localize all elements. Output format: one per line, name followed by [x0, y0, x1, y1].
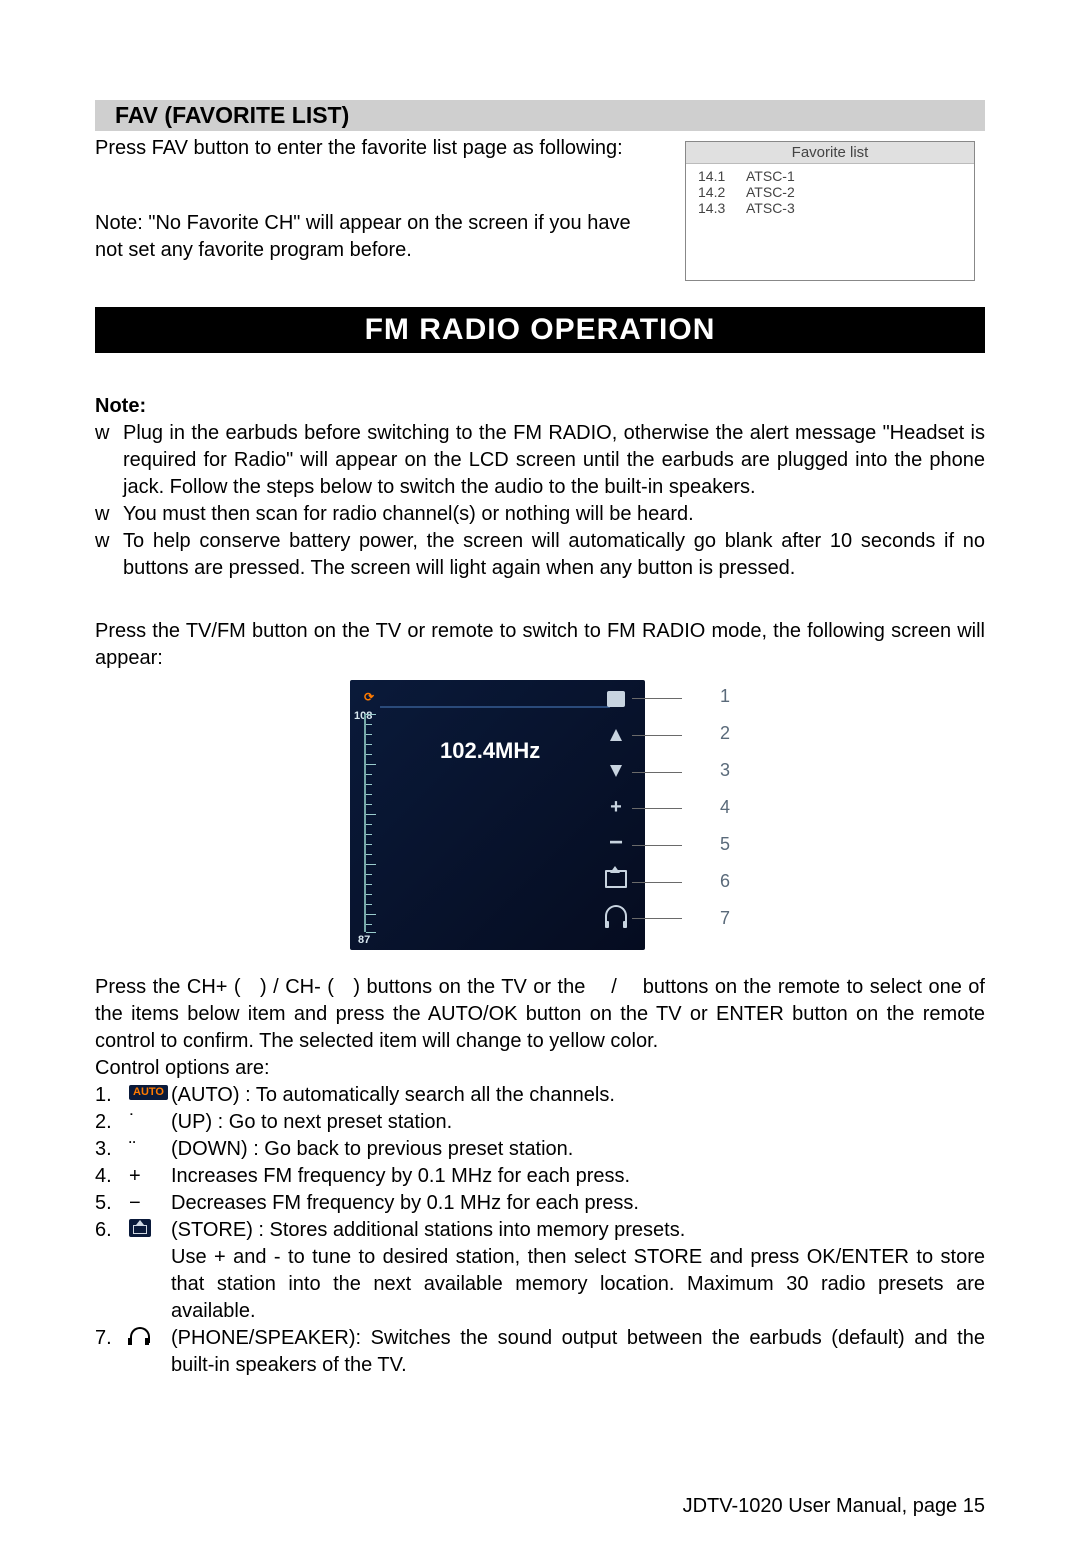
- fm-frequency: 102.4MHz: [440, 738, 540, 764]
- control-item: 1. AUTO (AUTO) : To automatically search…: [95, 1082, 985, 1109]
- fav-header-text: FAV (FAVORITE LIST): [115, 102, 349, 128]
- fm-banner: FM RADIO OPERATION: [95, 307, 985, 353]
- fav-row: Press FAV button to enter the favorite l…: [95, 131, 985, 281]
- fm-screen: ⟳ 108 87: [350, 680, 730, 950]
- callout-num: 1: [720, 686, 730, 707]
- fav-item: 14.3ATSC-3: [698, 200, 962, 216]
- control-item: 2. ˙ (UP) : Go to next preset station.: [95, 1109, 985, 1136]
- callout-num: 2: [720, 723, 730, 744]
- auto-badge-icon: AUTO: [129, 1085, 168, 1100]
- callout-num: 7: [720, 908, 730, 929]
- fav-text: Press FAV button to enter the favorite l…: [95, 131, 655, 264]
- leader-line: [632, 698, 682, 699]
- leader-line: [632, 735, 682, 736]
- note-item: w To help conserve battery power, the sc…: [95, 528, 985, 582]
- favorite-list-box: Favorite list 14.1ATSC-1 14.2ATSC-2 14.3…: [685, 141, 975, 281]
- note-item: w You must then scan for radio channel(s…: [95, 501, 985, 528]
- fav-box-wrap: Favorite list 14.1ATSC-1 14.2ATSC-2 14.3…: [685, 141, 985, 281]
- leader-line: [632, 772, 682, 773]
- leader-line: [632, 845, 682, 846]
- store-icon: [603, 868, 629, 890]
- store-badge-icon: [129, 1219, 151, 1237]
- press-tv: Press the TV/FM button on the TV or remo…: [95, 618, 985, 672]
- fav-item: 14.1ATSC-1: [698, 168, 962, 184]
- scale-bottom: 87: [358, 934, 370, 946]
- favorite-list-title: Favorite list: [686, 142, 974, 164]
- fav-header: FAV (FAVORITE LIST): [95, 100, 985, 131]
- favorite-list-items: 14.1ATSC-1 14.2ATSC-2 14.3ATSC-3: [686, 164, 974, 220]
- control-item: 4. + Increases FM frequency by 0.1 MHz f…: [95, 1163, 985, 1190]
- control-list: 1. AUTO (AUTO) : To automatically search…: [95, 1082, 985, 1379]
- control-options-label: Control options are:: [95, 1055, 985, 1082]
- fm-scale: [364, 714, 374, 932]
- headphone-inline-icon: [129, 1327, 149, 1345]
- leader-line: [632, 808, 682, 809]
- up-arrow-icon: [603, 724, 629, 746]
- control-item: 7. (PHONE/SPEAKER): Switches the sound o…: [95, 1325, 985, 1379]
- fav-item: 14.2ATSC-2: [698, 184, 962, 200]
- auto-icon: ⟳: [364, 690, 374, 704]
- callout-num: 6: [720, 871, 730, 892]
- page: FAV (FAVORITE LIST) Press FAV button to …: [0, 0, 1080, 1568]
- minus-icon: −: [603, 832, 629, 854]
- fm-number-column: 1 2 3 4 5 6 7: [720, 686, 730, 929]
- leader-line: [632, 882, 682, 883]
- auto-square-icon: [603, 688, 629, 710]
- fm-hline: [380, 706, 610, 708]
- page-footer: JDTV-1020 User Manual, page 15: [683, 1495, 985, 1518]
- plus-icon: +: [603, 796, 629, 818]
- note-block: Note: w Plug in the earbuds before switc…: [95, 393, 985, 582]
- headphone-icon: [603, 904, 629, 926]
- fm-screen-wrap: ⟳ 108 87: [95, 680, 985, 950]
- callout-num: 4: [720, 797, 730, 818]
- note-label: Note:: [95, 393, 985, 420]
- callout-num: 5: [720, 834, 730, 855]
- fm-lcd: ⟳ 108 87: [350, 680, 645, 950]
- fav-intro: Press FAV button to enter the favorite l…: [95, 135, 655, 162]
- fav-note: Note: "No Favorite CH" will appear on th…: [95, 210, 655, 264]
- leader-line: [632, 918, 682, 919]
- fm-icon-column: + −: [603, 688, 631, 926]
- down-arrow-icon: [603, 760, 629, 782]
- control-item: 5. − Decreases FM frequency by 0.1 MHz f…: [95, 1190, 985, 1217]
- control-item: 6. (STORE) : Stores additional stations …: [95, 1217, 985, 1325]
- callout-num: 3: [720, 760, 730, 781]
- note-item: w Plug in the earbuds before switching t…: [95, 420, 985, 501]
- control-paragraph: Press the CH+ ( ) / CH- ( ) buttons on t…: [95, 974, 985, 1055]
- control-item: 3. ¨ (DOWN) : Go back to previous preset…: [95, 1136, 985, 1163]
